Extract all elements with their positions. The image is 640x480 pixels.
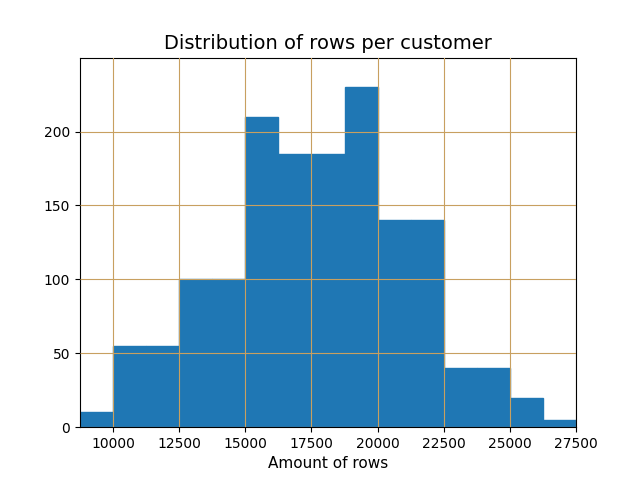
Bar [510, 397, 543, 427]
Bar [477, 368, 510, 427]
Bar [278, 154, 312, 427]
Bar [543, 420, 576, 427]
Bar [113, 346, 146, 427]
Bar [146, 346, 179, 427]
Bar [444, 368, 477, 427]
Bar [80, 412, 113, 427]
Bar [245, 117, 278, 427]
Title: Distribution of rows per customer: Distribution of rows per customer [164, 34, 492, 53]
Bar [312, 154, 344, 427]
Bar [344, 87, 378, 427]
Bar [212, 279, 245, 427]
Bar [411, 220, 444, 427]
X-axis label: Amount of rows: Amount of rows [268, 456, 388, 471]
Bar [378, 220, 411, 427]
Bar [179, 279, 212, 427]
